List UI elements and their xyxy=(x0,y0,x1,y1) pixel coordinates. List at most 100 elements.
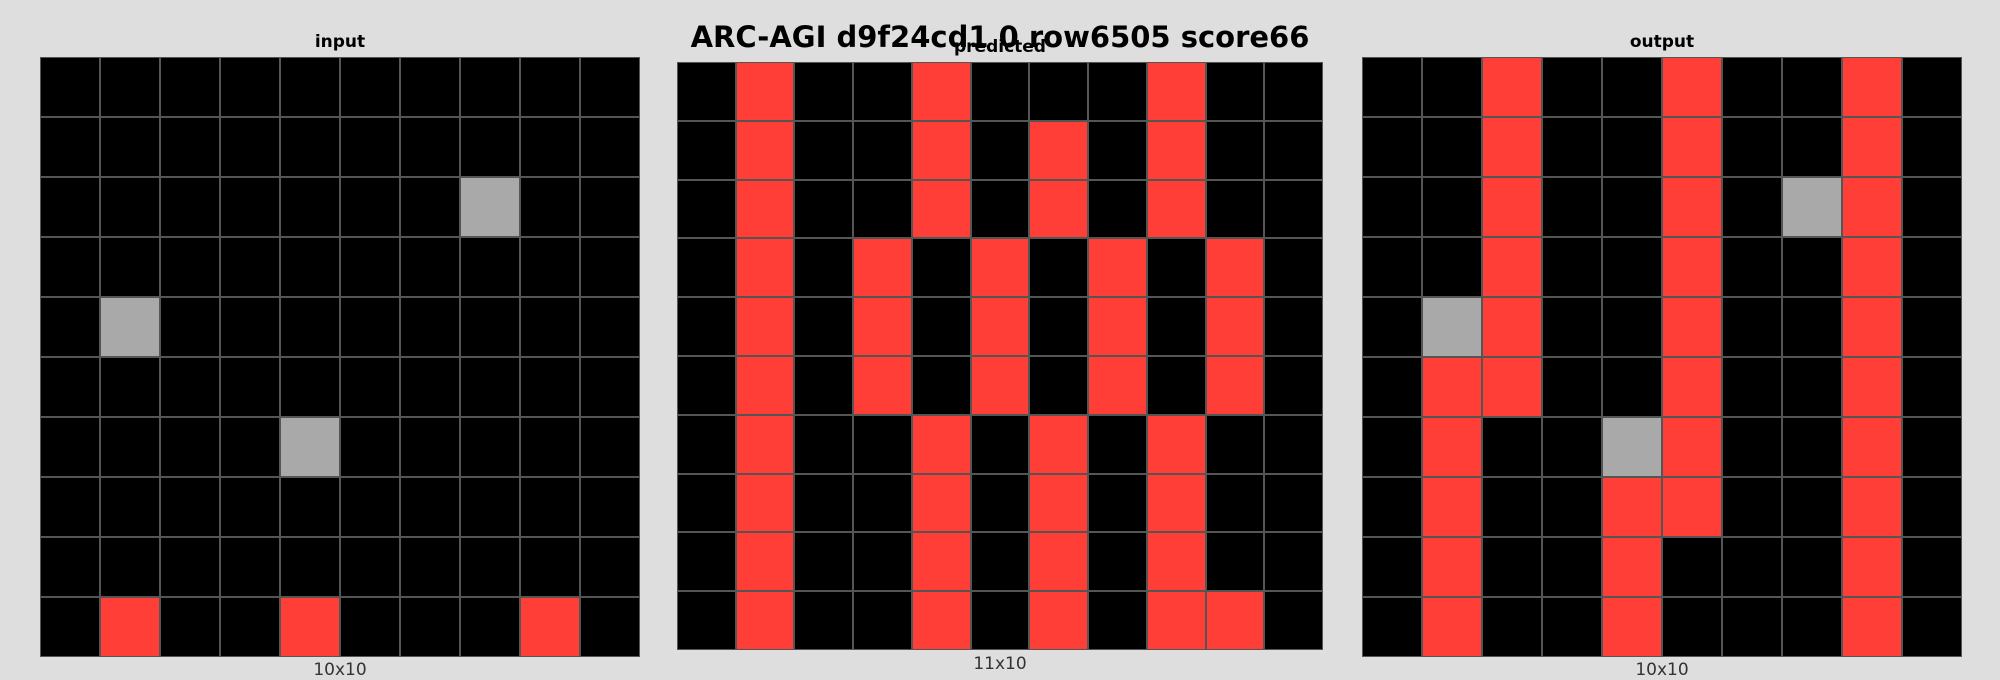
grid-cell xyxy=(1782,537,1842,597)
grid-cell xyxy=(677,62,736,121)
grid-cell xyxy=(1146,62,1206,121)
grid-cell xyxy=(1205,238,1265,298)
grid-cell xyxy=(340,417,400,477)
grid-cell xyxy=(100,417,160,477)
grid-cell xyxy=(40,117,100,177)
grid-cell xyxy=(460,357,520,417)
grid-cell xyxy=(1662,57,1722,117)
grid-cell xyxy=(1902,117,1962,177)
grid-cell xyxy=(970,355,1030,415)
page-title: ARC-AGI d9f24cd1 0 row6505 score66 xyxy=(690,20,1310,54)
grid-cell xyxy=(1422,177,1482,237)
grid-cell xyxy=(1662,357,1722,417)
grid-cell xyxy=(1722,57,1782,117)
grid-cell xyxy=(1902,477,1962,537)
grid-cell xyxy=(160,537,220,597)
grid-cell xyxy=(1264,238,1323,298)
grid-cell xyxy=(1782,237,1842,297)
grid-cell xyxy=(1205,297,1265,356)
grid-cell xyxy=(1662,177,1722,237)
grid-cell xyxy=(1902,357,1962,417)
grid-cell xyxy=(400,177,460,237)
grid-cell xyxy=(160,477,220,537)
grid-cell xyxy=(677,120,736,180)
grid-cell xyxy=(1482,537,1542,597)
grid-cell xyxy=(1542,417,1602,477)
grid-cell xyxy=(280,357,340,417)
grid-cell xyxy=(853,62,912,121)
grid-cell xyxy=(970,532,1030,592)
grid-cell xyxy=(1088,414,1147,474)
grid-cell xyxy=(1146,532,1206,592)
grid-cell xyxy=(1542,477,1602,537)
grid-cell xyxy=(853,473,912,533)
grid-cell xyxy=(1146,238,1206,298)
grid-cell xyxy=(1422,57,1482,117)
grid-cell xyxy=(460,177,520,237)
grid-cell xyxy=(1422,237,1482,297)
grid-cell xyxy=(400,597,460,657)
grid-cell xyxy=(280,537,340,597)
grid-cell xyxy=(677,591,736,650)
grid-cell xyxy=(1902,537,1962,597)
grid-cell xyxy=(1029,297,1089,356)
grid-cell xyxy=(911,62,971,121)
grid-cell xyxy=(970,62,1030,121)
grid-cell xyxy=(1362,177,1422,237)
grid-cell xyxy=(911,297,971,356)
grid-cell xyxy=(794,297,854,356)
grid-cell xyxy=(160,57,220,117)
grid-cell xyxy=(853,120,912,180)
grid-cell xyxy=(911,532,971,592)
grid-cell xyxy=(1902,597,1962,657)
grid-cell xyxy=(1722,537,1782,597)
grid-cell xyxy=(1029,238,1089,298)
grid-cell xyxy=(1782,357,1842,417)
grid-cell xyxy=(794,62,854,121)
grid-cell xyxy=(1782,57,1842,117)
grid-cell xyxy=(1602,237,1662,297)
grid-cell xyxy=(40,237,100,297)
grid-cell xyxy=(460,57,520,117)
grid-cell xyxy=(1722,177,1782,237)
grid-cell xyxy=(1482,357,1542,417)
grid-cell xyxy=(1146,414,1206,474)
grid-cell xyxy=(160,297,220,357)
grid-cell xyxy=(794,414,854,474)
panel-label-input: input xyxy=(314,32,366,52)
grid-cell xyxy=(1542,297,1602,357)
grid-cell xyxy=(340,57,400,117)
grid-cell xyxy=(1205,62,1265,121)
grid-cell xyxy=(40,357,100,417)
grid-cell xyxy=(280,477,340,537)
grid-cell xyxy=(520,297,580,357)
panel-label-predicted: predicted xyxy=(954,37,1046,57)
grid-cell xyxy=(1602,117,1662,177)
grid-cell xyxy=(677,238,736,298)
output-grid xyxy=(1362,57,1962,657)
grid-cell xyxy=(911,355,971,415)
grid-cell xyxy=(1362,357,1422,417)
grid-cell xyxy=(1146,120,1206,180)
grid-cell xyxy=(1205,414,1265,474)
grid-cell xyxy=(1542,117,1602,177)
grid-cell xyxy=(970,591,1030,650)
grid-cell xyxy=(1902,417,1962,477)
grid-cell xyxy=(1088,297,1147,356)
grid-cell xyxy=(853,179,912,239)
grid-cell xyxy=(220,237,280,297)
grid-cell xyxy=(853,355,912,415)
grid-cell xyxy=(1782,297,1842,357)
grid-cell xyxy=(735,179,795,239)
grid-cell xyxy=(1362,117,1422,177)
panel-dims-predicted: 11x10 xyxy=(973,654,1027,674)
grid-cell xyxy=(520,537,580,597)
grid-cell xyxy=(1602,357,1662,417)
grid-cell xyxy=(40,417,100,477)
grid-cell xyxy=(794,591,854,650)
grid-cell xyxy=(1029,414,1089,474)
grid-cell xyxy=(400,357,460,417)
grid-cell xyxy=(160,597,220,657)
grid-cell xyxy=(340,117,400,177)
grid-cell xyxy=(520,597,580,657)
